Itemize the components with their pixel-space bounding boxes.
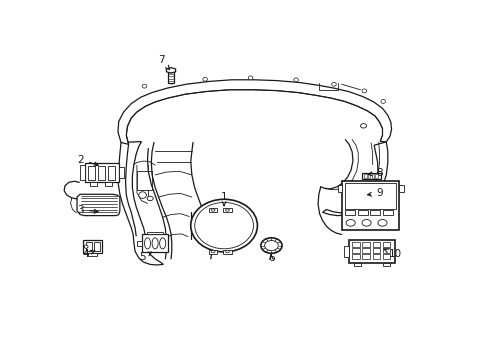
Bar bbox=[351, 255, 359, 259]
Bar bbox=[208, 208, 217, 212]
Text: 7: 7 bbox=[158, 55, 169, 70]
Ellipse shape bbox=[248, 76, 252, 80]
Bar bbox=[362, 173, 380, 179]
Ellipse shape bbox=[293, 78, 298, 82]
Bar bbox=[363, 174, 366, 178]
Ellipse shape bbox=[264, 240, 278, 251]
Ellipse shape bbox=[360, 123, 366, 128]
Text: 10: 10 bbox=[383, 249, 401, 259]
Text: 4: 4 bbox=[82, 249, 95, 259]
Bar bbox=[382, 210, 392, 215]
Bar bbox=[362, 255, 369, 259]
Ellipse shape bbox=[225, 209, 229, 211]
Bar bbox=[372, 242, 380, 247]
Bar bbox=[137, 171, 152, 190]
Bar bbox=[398, 185, 403, 192]
Text: 8: 8 bbox=[367, 168, 382, 178]
Ellipse shape bbox=[380, 99, 385, 103]
Bar bbox=[367, 174, 369, 178]
Text: 3: 3 bbox=[78, 204, 98, 215]
Ellipse shape bbox=[225, 251, 229, 253]
Bar bbox=[142, 234, 168, 252]
Ellipse shape bbox=[144, 238, 150, 249]
Bar bbox=[369, 210, 380, 215]
Ellipse shape bbox=[260, 238, 282, 253]
Bar bbox=[208, 250, 217, 253]
Bar bbox=[342, 181, 398, 230]
Bar bbox=[348, 240, 394, 263]
Ellipse shape bbox=[142, 84, 146, 88]
Ellipse shape bbox=[361, 220, 370, 226]
Bar bbox=[382, 242, 389, 247]
Bar bbox=[345, 184, 395, 209]
Bar bbox=[362, 248, 369, 253]
Polygon shape bbox=[166, 68, 175, 73]
Polygon shape bbox=[322, 142, 387, 216]
Polygon shape bbox=[118, 80, 391, 144]
Ellipse shape bbox=[331, 82, 336, 86]
Bar bbox=[146, 232, 163, 234]
Ellipse shape bbox=[377, 220, 386, 226]
Ellipse shape bbox=[190, 199, 257, 252]
Bar bbox=[94, 242, 100, 251]
Bar bbox=[382, 255, 389, 259]
Ellipse shape bbox=[361, 89, 366, 93]
Bar bbox=[83, 240, 102, 253]
Ellipse shape bbox=[159, 238, 165, 249]
Bar bbox=[87, 253, 97, 256]
Ellipse shape bbox=[147, 196, 153, 201]
Bar bbox=[98, 166, 105, 180]
Ellipse shape bbox=[139, 192, 146, 198]
Ellipse shape bbox=[211, 209, 215, 211]
Bar bbox=[371, 174, 373, 178]
Bar bbox=[105, 183, 112, 186]
Bar bbox=[137, 240, 142, 246]
Bar bbox=[345, 210, 354, 215]
Bar bbox=[353, 263, 360, 266]
Bar bbox=[119, 167, 124, 178]
Bar bbox=[168, 71, 174, 84]
Polygon shape bbox=[77, 194, 120, 216]
Bar bbox=[88, 166, 95, 180]
Polygon shape bbox=[118, 141, 163, 265]
Bar bbox=[362, 242, 369, 247]
Ellipse shape bbox=[346, 220, 354, 226]
Bar bbox=[337, 185, 342, 192]
Bar bbox=[383, 263, 389, 266]
Ellipse shape bbox=[84, 245, 88, 248]
Bar bbox=[351, 248, 359, 253]
Bar bbox=[108, 166, 115, 180]
Text: 5: 5 bbox=[139, 252, 151, 262]
Ellipse shape bbox=[168, 80, 173, 84]
Bar bbox=[86, 242, 92, 251]
Bar bbox=[223, 208, 231, 212]
Bar bbox=[357, 210, 367, 215]
Bar bbox=[84, 163, 119, 183]
Bar bbox=[374, 174, 377, 178]
Bar bbox=[351, 242, 359, 247]
Text: 6: 6 bbox=[267, 253, 274, 263]
Bar bbox=[90, 183, 97, 186]
Ellipse shape bbox=[152, 238, 158, 249]
Bar bbox=[343, 246, 348, 257]
Bar bbox=[80, 165, 84, 180]
Bar bbox=[382, 248, 389, 253]
Ellipse shape bbox=[194, 202, 253, 249]
Text: 2: 2 bbox=[78, 155, 98, 166]
Bar bbox=[372, 248, 380, 253]
Text: 1: 1 bbox=[220, 192, 227, 206]
Ellipse shape bbox=[203, 77, 207, 81]
Text: 9: 9 bbox=[367, 188, 382, 198]
Bar bbox=[223, 250, 231, 253]
Bar bbox=[372, 255, 380, 259]
Ellipse shape bbox=[211, 251, 215, 253]
